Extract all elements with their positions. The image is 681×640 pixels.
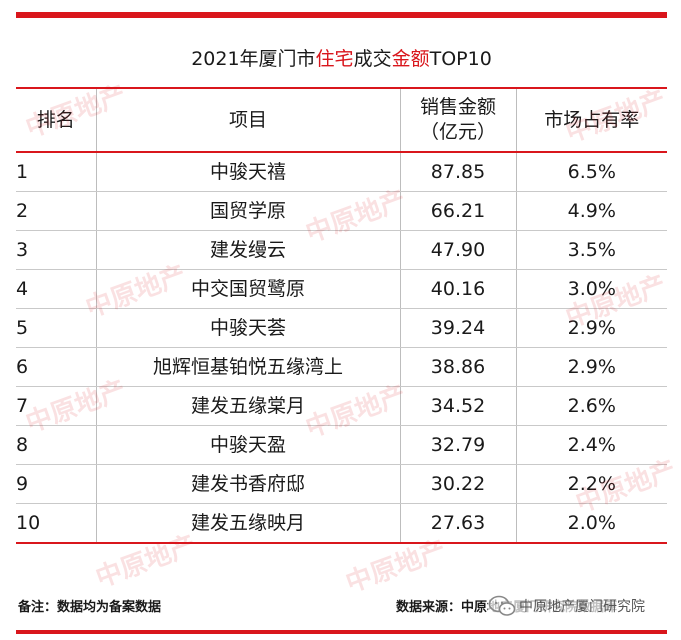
market-share-cell: 3.5%: [515, 230, 667, 270]
wechat-icon: [488, 595, 516, 616]
table-header-row: 排名 项目 销售金额 （亿元） 市场占有率: [16, 87, 667, 153]
table-row: 7 建发五缘棠月 34.52 2.6%: [16, 386, 667, 426]
header-amount-line1: 销售金额: [419, 96, 496, 118]
rank-cell: 9: [16, 464, 97, 504]
header-share: 市场占有率: [515, 87, 667, 153]
header-project: 项目: [95, 87, 401, 153]
title-part-amount: 金额: [391, 48, 430, 70]
sales-amount-cell: 30.22: [399, 464, 517, 504]
table-body: 1 中骏天禧 87.85 6.5% 2 国贸学原 66.21 4.9% 3 建发…: [16, 152, 667, 544]
project-name-cell: 中骏天荟: [95, 308, 401, 348]
project-name-cell: 建发五缘棠月: [95, 386, 401, 426]
rank-cell: 5: [16, 308, 97, 348]
table-row: 5 中骏天荟 39.24 2.9%: [16, 308, 667, 348]
rank-cell: 2: [16, 191, 97, 231]
rank-cell: 4: [16, 269, 97, 309]
market-share-cell: 2.4%: [515, 425, 667, 465]
sales-amount-cell: 38.86: [399, 347, 517, 387]
title-part-residential: 住宅: [315, 48, 354, 70]
market-share-cell: 3.0%: [515, 269, 667, 309]
rank-cell: 8: [16, 425, 97, 465]
project-name-cell: 国贸学原: [95, 191, 401, 231]
rank-cell: 3: [16, 230, 97, 270]
ranking-table: 排名 项目 销售金额 （亿元） 市场占有率 1 中骏天禧 87.85 6.5% 2…: [16, 87, 667, 544]
sales-amount-cell: 27.63: [399, 503, 517, 544]
project-name-cell: 中交国贸鹭原: [95, 269, 401, 309]
sales-amount-cell: 47.90: [399, 230, 517, 270]
sales-amount-cell: 40.16: [399, 269, 517, 309]
market-share-cell: 2.9%: [515, 347, 667, 387]
rank-cell: 6: [16, 347, 97, 387]
project-name-cell: 建发缦云: [95, 230, 401, 270]
header-rank: 排名: [16, 87, 97, 153]
header-amount: 销售金额 （亿元）: [399, 87, 517, 153]
project-name-cell: 建发五缘映月: [95, 503, 401, 544]
sales-amount-cell: 32.79: [399, 425, 517, 465]
title-part-top10: TOP10: [429, 48, 492, 70]
table-row: 2 国贸学原 66.21 4.9%: [16, 191, 667, 231]
table-row: 10 建发五缘映月 27.63 2.0%: [16, 503, 667, 544]
header-amount-line2: （亿元）: [419, 121, 496, 143]
table-row: 4 中交国贸鹭原 40.16 3.0%: [16, 269, 667, 309]
market-share-cell: 6.5%: [515, 152, 667, 192]
title-part-year-city: 2021年厦门市: [191, 48, 316, 70]
sales-amount-cell: 39.24: [399, 308, 517, 348]
table-row: 3 建发缦云 47.90 3.5%: [16, 230, 667, 270]
table-row: 6 旭辉恒基铂悦五缘湾上 38.86 2.9%: [16, 347, 667, 387]
market-share-cell: 2.6%: [515, 386, 667, 426]
rank-cell: 1: [16, 152, 97, 192]
market-share-cell: 2.0%: [515, 503, 667, 544]
market-share-cell: 4.9%: [515, 191, 667, 231]
market-share-cell: 2.2%: [515, 464, 667, 504]
sales-amount-cell: 87.85: [399, 152, 517, 192]
wechat-account-name: 中原地产厦门研究院: [519, 599, 645, 615]
market-share-cell: 2.9%: [515, 308, 667, 348]
page-title: 2021年厦门市住宅成交金额TOP10: [16, 44, 667, 74]
project-name-cell: 旭辉恒基铂悦五缘湾上: [95, 347, 401, 387]
rank-cell: 10: [16, 503, 97, 544]
project-name-cell: 建发书香府邸: [95, 464, 401, 504]
table-row: 8 中骏天盈 32.79 2.4%: [16, 425, 667, 465]
title-part-deal: 成交: [353, 48, 392, 70]
project-name-cell: 中骏天盈: [95, 425, 401, 465]
footer-note: 备注：数据均为备案数据: [18, 600, 162, 615]
wechat-account-badge[interactable]: 中原地产厦门研究院: [488, 591, 672, 621]
project-name-cell: 中骏天禧: [95, 152, 401, 192]
table-row: 9 建发书香府邸 30.22 2.2%: [16, 464, 667, 504]
top-accent-bar: [16, 12, 667, 18]
bottom-accent-bar: [16, 630, 667, 634]
sales-amount-cell: 34.52: [399, 386, 517, 426]
table-row: 1 中骏天禧 87.85 6.5%: [16, 152, 667, 192]
footer-source-label: 数据来源：: [396, 600, 462, 615]
rank-cell: 7: [16, 386, 97, 426]
sales-amount-cell: 66.21: [399, 191, 517, 231]
